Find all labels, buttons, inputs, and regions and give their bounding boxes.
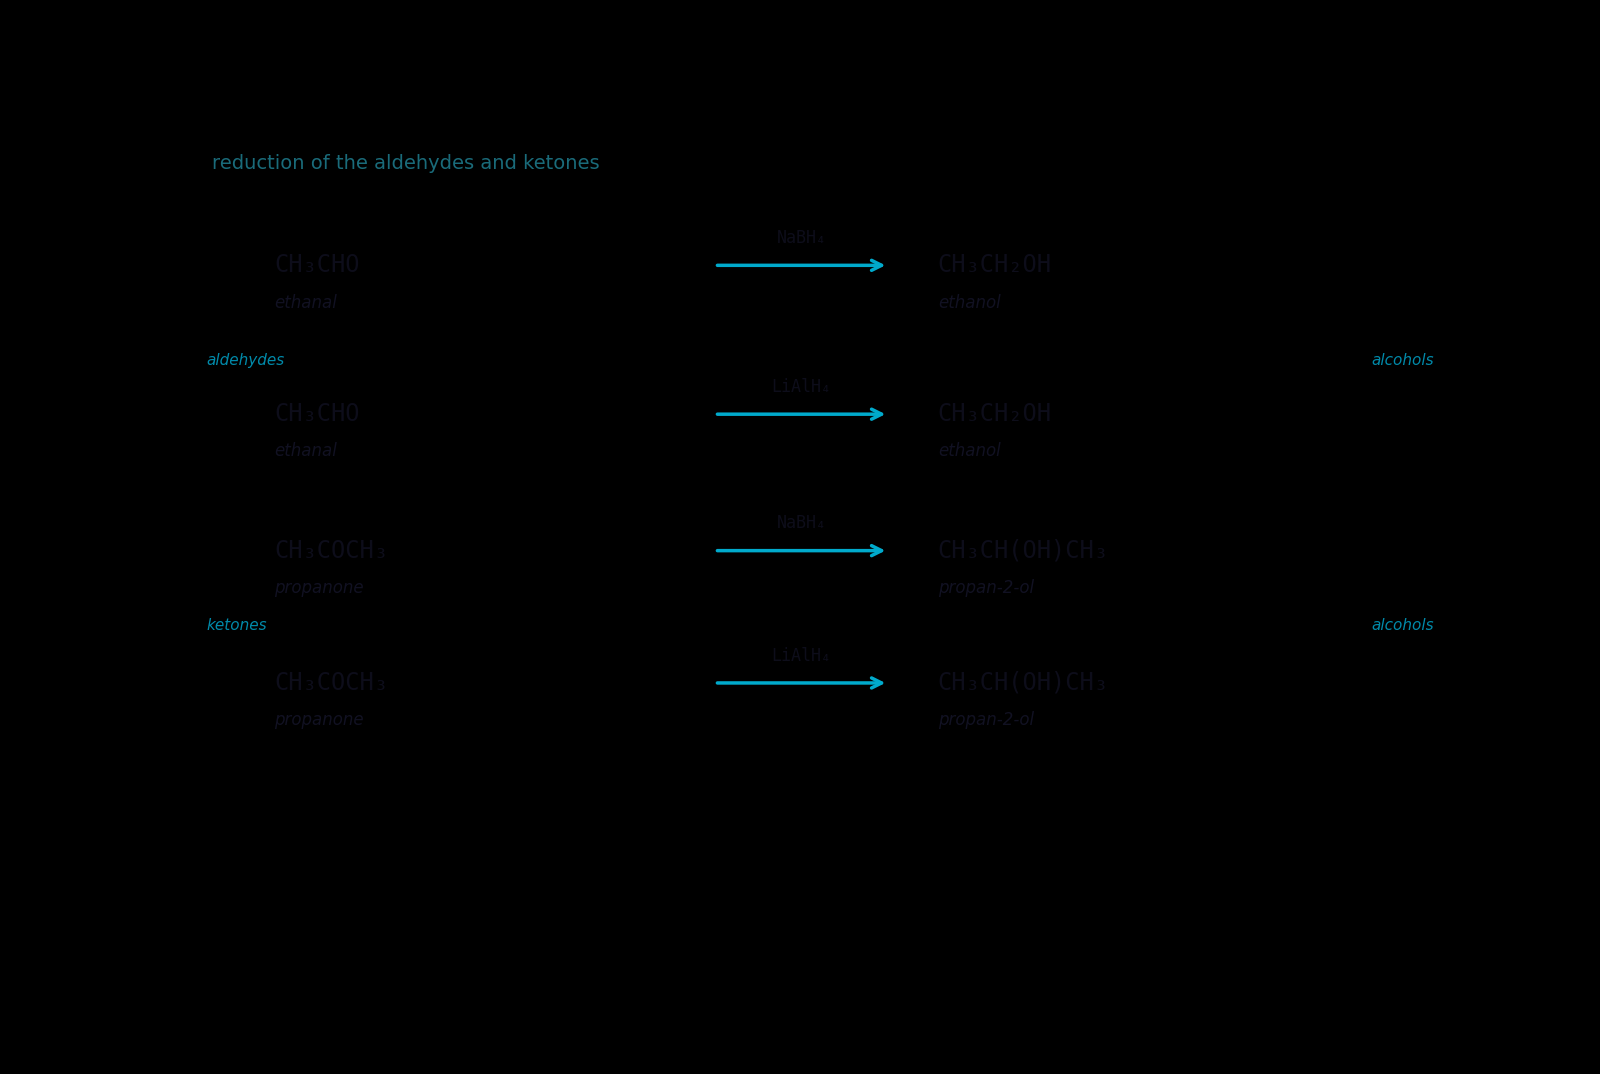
Text: ethanal: ethanal: [275, 293, 338, 311]
Text: CH₃COCH₃: CH₃COCH₃: [275, 671, 389, 695]
Text: CH₃CH(OH)CH₃: CH₃CH(OH)CH₃: [938, 539, 1109, 563]
Text: CH₃COCH₃: CH₃COCH₃: [275, 539, 389, 563]
Text: NaBH₄: NaBH₄: [776, 514, 826, 533]
Text: alcohols: alcohols: [1371, 618, 1434, 633]
Text: CH₃CHO: CH₃CHO: [275, 402, 360, 426]
Text: CH₃CHO: CH₃CHO: [275, 253, 360, 277]
Text: ethanol: ethanol: [938, 293, 1000, 311]
Text: propanone: propanone: [275, 579, 365, 597]
Text: ethanol: ethanol: [938, 442, 1000, 461]
Text: LiAlH₄: LiAlH₄: [771, 378, 832, 396]
Text: ketones: ketones: [206, 618, 267, 633]
Text: alcohols: alcohols: [1371, 353, 1434, 368]
Text: aldehydes: aldehydes: [206, 353, 285, 368]
Text: LiAlH₄: LiAlH₄: [771, 647, 832, 665]
Text: CH₃CH₂OH: CH₃CH₂OH: [938, 402, 1051, 426]
Text: propanone: propanone: [275, 711, 365, 729]
Text: propan-2-ol: propan-2-ol: [938, 579, 1034, 597]
Text: NaBH₄: NaBH₄: [776, 229, 826, 247]
Text: CH₃CH(OH)CH₃: CH₃CH(OH)CH₃: [938, 671, 1109, 695]
Text: CH₃CH₂OH: CH₃CH₂OH: [938, 253, 1051, 277]
Text: reduction of the aldehydes and ketones: reduction of the aldehydes and ketones: [213, 154, 600, 173]
Text: propan-2-ol: propan-2-ol: [938, 711, 1034, 729]
Text: ethanal: ethanal: [275, 442, 338, 461]
